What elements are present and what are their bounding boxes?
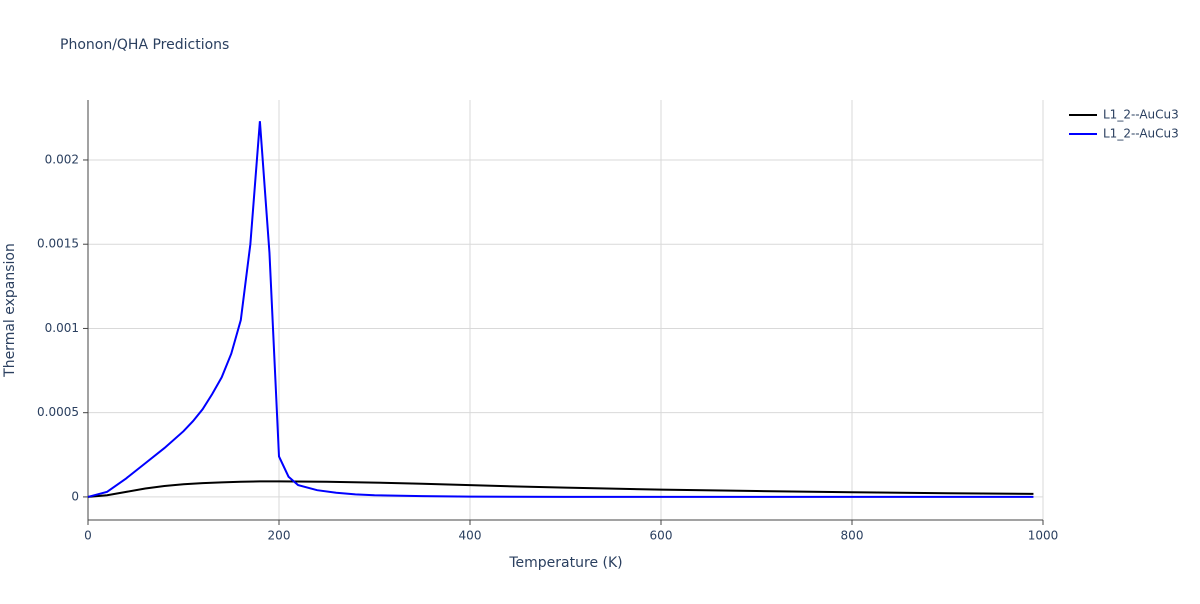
y-tick-label: 0.0015 (37, 237, 79, 251)
line-series (87, 121, 1034, 498)
y-tick-label: 0.001 (45, 321, 79, 335)
y-axis-label: Thermal expansion (2, 243, 18, 378)
x-axis-label: Temperature (K) (508, 555, 622, 571)
legend-label: L1_2--AuCu3 (1103, 127, 1179, 141)
legend-label: L1_2--AuCu3 (1103, 108, 1179, 122)
x-tick-label: 400 (459, 529, 482, 543)
line-series (87, 480, 1034, 498)
x-tick-label: 800 (841, 529, 864, 543)
x-tick-label: 600 (650, 529, 673, 543)
x-tick-label: 0 (84, 529, 92, 543)
y-tick-label: 0 (71, 489, 79, 503)
x-tick-label: 1000 (1028, 529, 1059, 543)
x-tick-label: 200 (268, 529, 291, 543)
y-tick-label: 0.002 (45, 152, 79, 166)
chart-title: Phonon/QHA Predictions (60, 37, 229, 53)
y-tick-label: 0.0005 (37, 405, 79, 419)
